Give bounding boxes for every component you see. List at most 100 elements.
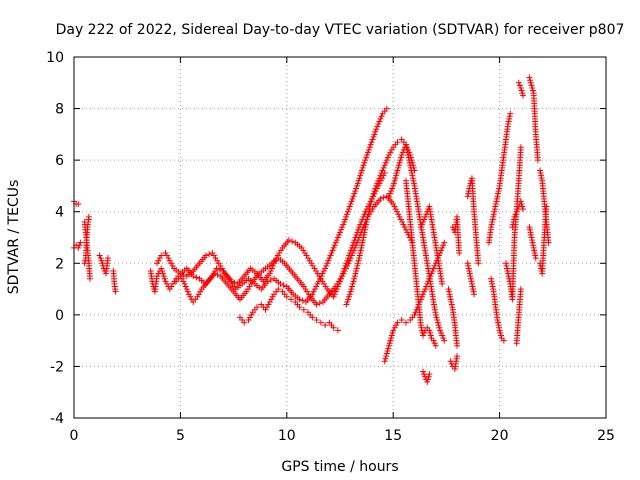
data-point	[382, 355, 389, 362]
data-point	[77, 239, 84, 246]
data-point	[500, 337, 507, 344]
y-tick-label: 2	[55, 256, 64, 272]
data-point	[519, 203, 526, 210]
data-point	[263, 304, 270, 311]
data-point	[347, 255, 354, 262]
data-point	[372, 128, 379, 135]
data-point	[391, 324, 398, 331]
data-point	[419, 291, 426, 298]
data-point	[362, 226, 369, 233]
data-point	[365, 146, 372, 153]
data-point	[355, 177, 362, 184]
data-point	[402, 226, 409, 233]
data-point	[266, 298, 273, 305]
data-point	[410, 177, 417, 184]
data-point	[490, 213, 497, 220]
data-point	[529, 237, 536, 244]
data-point	[493, 198, 500, 205]
data-point	[341, 268, 348, 275]
data-point	[182, 283, 189, 290]
data-point	[340, 270, 347, 277]
data-point	[299, 297, 306, 304]
data-point	[504, 265, 511, 272]
data-point	[427, 332, 434, 339]
data-point	[470, 288, 477, 295]
data-point	[371, 188, 378, 195]
data-point	[475, 260, 482, 267]
data-point	[341, 219, 348, 226]
data-point	[392, 175, 399, 182]
data-point	[470, 286, 476, 293]
data-point	[431, 340, 438, 347]
y-tick-label: 0	[55, 308, 64, 324]
data-point	[506, 113, 513, 120]
data-point	[448, 301, 455, 308]
data-point	[348, 252, 355, 259]
data-point	[526, 224, 533, 231]
data-point	[418, 324, 425, 331]
data-point	[343, 213, 350, 220]
data-point	[432, 342, 439, 349]
data-point	[430, 337, 437, 344]
data-point	[296, 296, 303, 303]
data-point	[362, 224, 369, 231]
data-point	[254, 304, 261, 311]
data-point	[496, 185, 503, 192]
data-point	[512, 211, 519, 218]
data-point	[421, 288, 428, 295]
data-point	[419, 219, 426, 226]
data-point	[518, 200, 525, 207]
data-point	[449, 304, 456, 311]
data-point	[447, 296, 454, 303]
data-point	[520, 206, 527, 213]
data-point	[398, 317, 405, 324]
data-point	[400, 221, 407, 228]
data-point	[537, 170, 544, 177]
data-point	[356, 175, 363, 182]
data-point	[527, 229, 534, 236]
data-point	[491, 208, 498, 215]
data-point	[422, 213, 429, 220]
data-point	[213, 265, 220, 272]
data-point	[313, 283, 320, 290]
data-point	[355, 257, 362, 264]
data-point	[398, 154, 405, 161]
data-point	[405, 154, 412, 161]
plot-frame	[73, 56, 607, 419]
data-point	[389, 185, 396, 192]
data-point	[368, 139, 375, 146]
data-point	[358, 242, 365, 249]
data-point	[267, 268, 274, 275]
data-point	[266, 270, 273, 277]
data-point	[529, 87, 536, 94]
data-points	[71, 74, 552, 385]
data-point	[528, 82, 535, 89]
data-point	[165, 255, 172, 262]
data-point	[513, 208, 520, 215]
data-point	[153, 273, 160, 280]
data-point	[396, 159, 403, 166]
data-point	[387, 190, 394, 197]
data-point	[351, 244, 358, 251]
data-point	[354, 182, 361, 189]
data-point	[534, 157, 541, 164]
data-point	[364, 213, 371, 220]
data-point	[441, 239, 448, 246]
data-point	[390, 200, 397, 207]
data-point	[371, 131, 378, 138]
data-point	[364, 216, 371, 223]
data-point	[248, 311, 255, 318]
x-tick-label: 10	[278, 428, 296, 444]
data-point	[328, 249, 335, 256]
data-point	[387, 149, 394, 156]
data-point	[163, 280, 170, 287]
data-point	[515, 79, 522, 86]
data-point	[345, 206, 352, 213]
data-point	[510, 219, 517, 226]
data-point	[370, 133, 377, 140]
data-point	[436, 324, 443, 331]
data-point	[426, 371, 433, 378]
data-point	[357, 172, 364, 179]
data-point	[388, 332, 395, 339]
data-point	[389, 329, 396, 336]
